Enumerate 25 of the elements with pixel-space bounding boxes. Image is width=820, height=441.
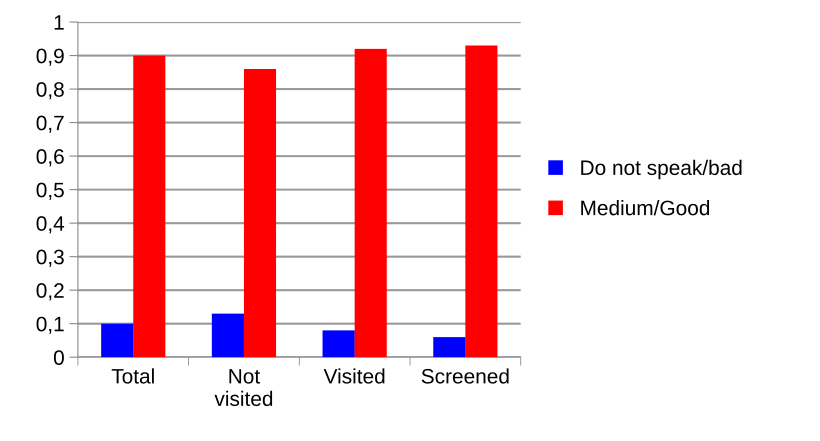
bar [354, 48, 387, 358]
bar [244, 68, 276, 358]
y-tick-label: 0,8 [36, 82, 64, 100]
bar [133, 56, 166, 358]
x-tick-label: Screened [422, 368, 509, 384]
y-tick-label: 0,3 [36, 250, 64, 267]
bar [212, 314, 244, 358]
y-tick-label: 0,2 [36, 283, 64, 300]
legend-label: Medium/Good [581, 200, 710, 216]
y-tick-label: 0 [54, 350, 64, 365]
y-tick-label: 0,7 [36, 116, 64, 133]
x-tick-label: Total [112, 368, 154, 384]
y-tick-label: 0,9 [36, 48, 64, 66]
y-tick-label: 0,1 [36, 316, 64, 334]
x-tick-label: Visited [324, 368, 384, 384]
y-tick-label: 0,5 [36, 182, 64, 200]
y-tick-label: 0,6 [36, 149, 64, 166]
y-tick-label: 1 [54, 15, 64, 30]
x-tick-label: Not visited [214, 369, 272, 406]
bar [465, 46, 498, 358]
bar [433, 337, 466, 358]
bar [101, 324, 134, 358]
legend-label: Do not speak/bad [581, 160, 742, 180]
y-tick-label: 0,4 [36, 216, 64, 234]
bar [322, 330, 355, 358]
